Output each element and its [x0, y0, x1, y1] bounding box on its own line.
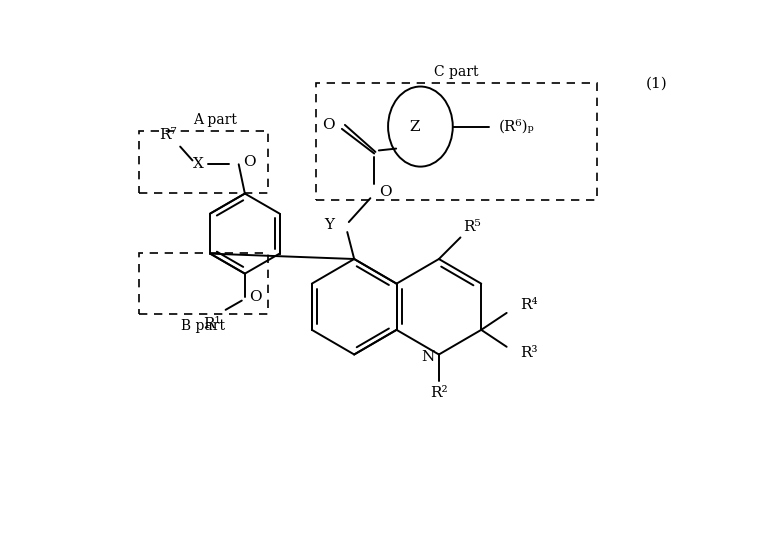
- Text: A part: A part: [193, 113, 237, 127]
- Text: O: O: [250, 290, 262, 304]
- Text: O: O: [379, 185, 391, 199]
- Text: Y: Y: [325, 218, 335, 232]
- Text: R¹: R¹: [203, 317, 220, 331]
- Text: O: O: [322, 118, 335, 132]
- Text: X: X: [193, 157, 204, 171]
- Text: R⁷: R⁷: [159, 128, 177, 142]
- Text: Z: Z: [410, 119, 421, 134]
- Text: R³: R³: [519, 346, 537, 360]
- Text: R⁵: R⁵: [463, 220, 481, 234]
- Text: (1): (1): [646, 77, 668, 90]
- Text: B part: B part: [182, 319, 225, 333]
- Text: N: N: [421, 350, 434, 364]
- Text: O: O: [243, 155, 256, 169]
- Text: R²: R²: [430, 386, 448, 400]
- Text: C part: C part: [434, 65, 478, 79]
- Text: R⁴: R⁴: [519, 298, 537, 312]
- Text: (R⁶)ₚ: (R⁶)ₚ: [499, 119, 535, 134]
